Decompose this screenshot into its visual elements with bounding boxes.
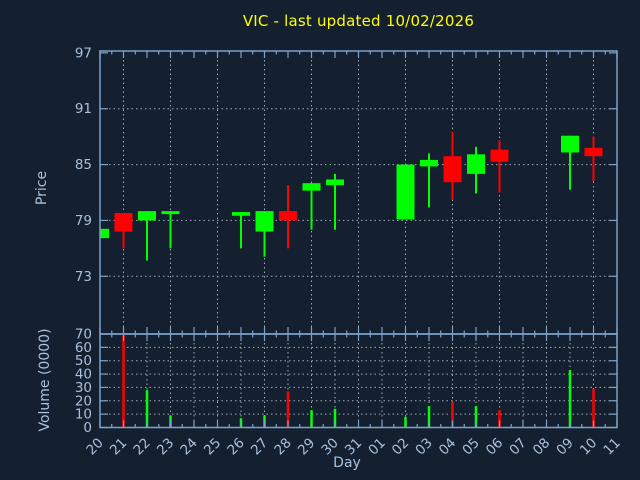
day-tick-label-09: 09: [553, 435, 576, 458]
volume-tick-label-20: 20: [75, 393, 92, 409]
candle-body-09: [561, 135, 579, 153]
day-tick-label-28: 28: [271, 435, 294, 458]
candle-body-30: [326, 179, 344, 186]
price-tick-label-97: 97: [75, 45, 92, 61]
day-tick-label-03: 03: [412, 435, 435, 458]
day-tick-label-20: 20: [83, 435, 106, 458]
volume-bar-09: [568, 370, 572, 427]
volume-tick-label-30: 30: [75, 380, 92, 396]
candle-body-04: [443, 156, 462, 183]
day-tick-label-29: 29: [295, 435, 318, 458]
volume-bar-22: [145, 390, 149, 427]
day-tick-label-25: 25: [201, 435, 224, 458]
price-panel-border: [99, 50, 618, 335]
day-tick-label-22: 22: [130, 435, 153, 458]
day-tick-label-11: 11: [600, 435, 623, 458]
day-tick-label-08: 08: [530, 435, 553, 458]
chart-title: VIC - last updated 10/02/2026: [242, 12, 475, 30]
day-tick-label-21: 21: [107, 435, 130, 458]
tick-marks: [99, 51, 618, 429]
volume-tick-label-40: 40: [75, 367, 92, 383]
volume-bar-29: [310, 410, 313, 427]
price-tick-label-91: 91: [75, 101, 92, 117]
candle-body-05: [467, 154, 485, 174]
day-tick-label-27: 27: [248, 435, 271, 458]
candle-body-20: [100, 228, 109, 239]
day-tick-label-07: 07: [506, 435, 529, 458]
candle-body-26: [232, 212, 250, 216]
candle-body-28: [279, 211, 297, 221]
price-tick-label-85: 85: [75, 157, 92, 173]
volume-bars: [122, 335, 595, 427]
x-axis-label: Day: [333, 455, 361, 471]
day-tick-label-01: 01: [365, 435, 388, 458]
volume-tick-label-60: 60: [75, 340, 92, 356]
candle-body-21: [114, 212, 133, 232]
candle-body-02: [396, 164, 415, 220]
volume-bar-06: [498, 410, 501, 427]
candle-body-23: [161, 211, 180, 215]
candle-body-03: [420, 159, 438, 167]
volume-tick-label-10: 10: [75, 407, 92, 423]
volume-bar-28: [286, 391, 290, 427]
day-tick-label-31: 31: [342, 435, 365, 458]
day-tick-label-02: 02: [389, 435, 412, 458]
candles: [100, 131, 603, 261]
volume-bar-03: [427, 406, 431, 427]
day-tick-label-05: 05: [459, 435, 482, 458]
day-tick-label-06: 06: [483, 435, 506, 458]
day-tick-label-30: 30: [318, 435, 341, 458]
price-tick-label-73: 73: [75, 269, 92, 285]
day-tick-label-24: 24: [177, 435, 200, 458]
candle-body-27: [255, 211, 274, 232]
volume-bar-21: [122, 335, 125, 427]
price-tick-label-79: 79: [75, 213, 92, 229]
candle-body-06: [490, 149, 509, 162]
volume-tick-label-0: 0: [83, 420, 92, 436]
volume-bar-30: [333, 408, 337, 427]
candle-body-29: [302, 183, 321, 191]
candle-body-22: [138, 211, 156, 221]
grid-lines: [100, 51, 617, 428]
volume-tick-label-70: 70: [75, 327, 92, 343]
day-tick-label-04: 04: [436, 435, 459, 458]
candle-body-10: [584, 147, 603, 157]
volume-bar-04: [451, 402, 454, 427]
volume-tick-label-50: 50: [75, 353, 92, 369]
day-tick-label-10: 10: [577, 435, 600, 458]
day-tick-label-23: 23: [154, 435, 177, 458]
volume-bar-10: [592, 388, 595, 427]
day-tick-label-26: 26: [224, 435, 247, 458]
volume-bar-05: [474, 406, 478, 427]
